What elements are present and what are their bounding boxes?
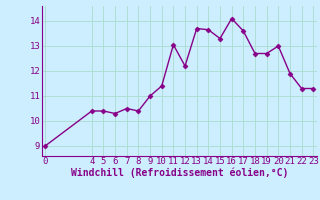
X-axis label: Windchill (Refroidissement éolien,°C): Windchill (Refroidissement éolien,°C) — [70, 168, 288, 178]
